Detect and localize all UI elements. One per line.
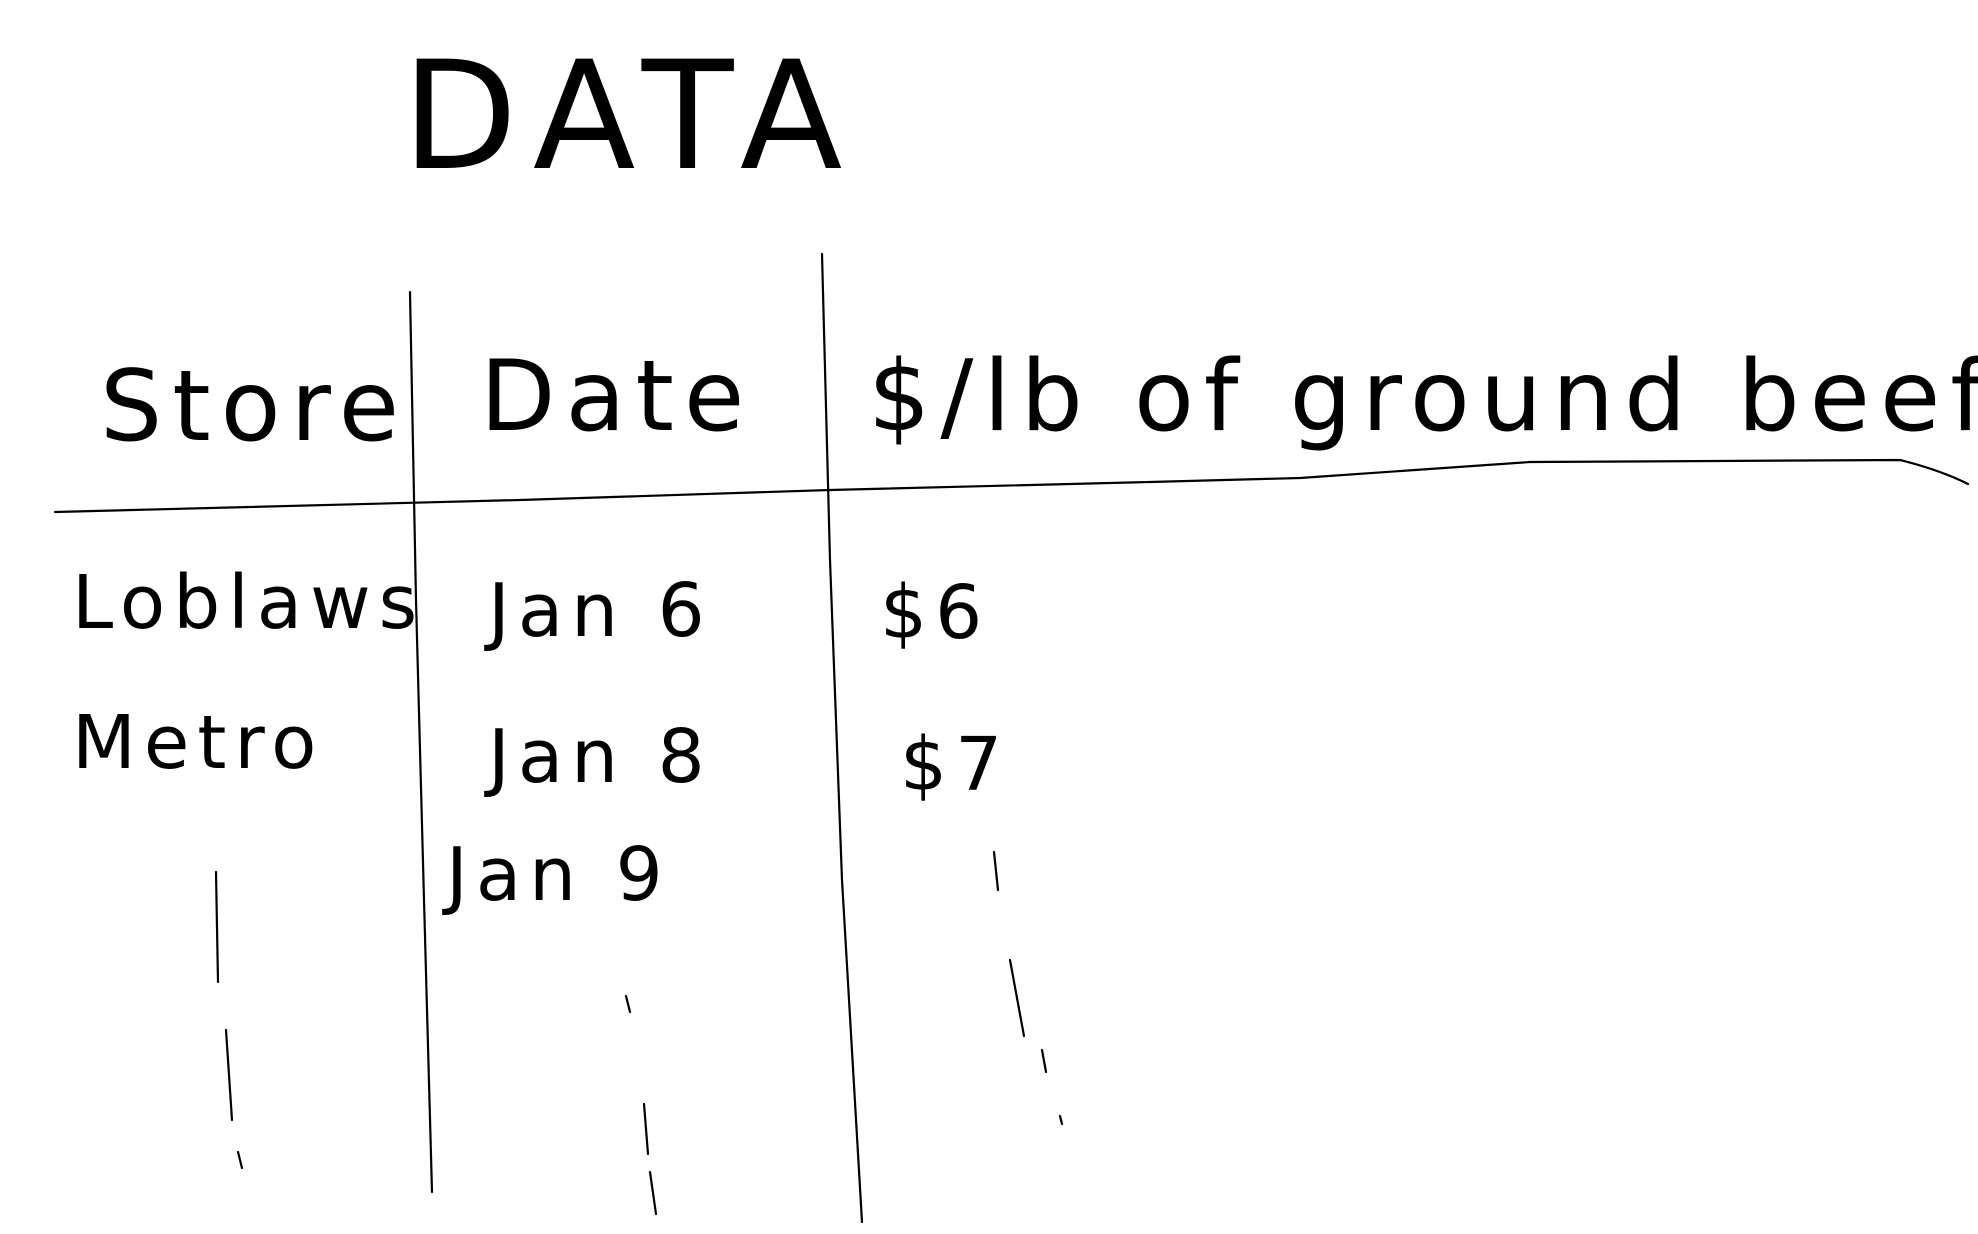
continuation-marks [214,850,1064,1216]
cell-date: Jan 8 [484,714,713,800]
column-divider-1 [408,290,434,1194]
table-row: Loblaws Jan 6 $6 [72,560,990,656]
cell-date: Jan 6 [484,568,713,654]
header-price-per-lb: $/lb of ground beef [868,340,1978,454]
table-grid [53,252,1970,1224]
table-header-row: Store Date $/lb of ground beef [100,340,1978,464]
continuation-mark-price [992,850,1064,1126]
table-row: Metro Jan 8 $7 [72,700,1010,808]
cell-date: Jan 9 [442,832,671,918]
cell-price: $6 [880,570,990,656]
column-divider-2 [820,252,864,1224]
header-divider-line [53,458,1970,514]
table-row: Jan 9 [442,832,671,918]
header-date: Date [480,340,754,454]
cell-price: $7 [900,722,1010,808]
cell-store: Metro [72,700,324,786]
continuation-mark-date [624,994,658,1216]
cell-store: Loblaws [72,560,425,646]
continuation-mark-store [214,870,244,1170]
header-store: Store [100,350,409,464]
page-title: DATA [402,30,860,204]
